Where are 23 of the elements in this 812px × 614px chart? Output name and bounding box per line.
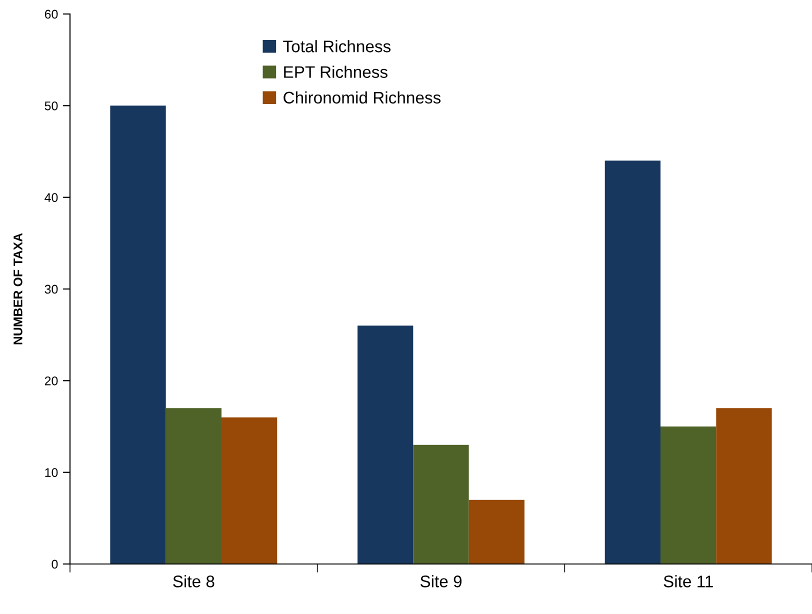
bar (413, 444, 469, 564)
bar (660, 426, 716, 564)
bar (221, 417, 278, 564)
y-tick-label: 60 (44, 10, 58, 19)
bar (604, 160, 661, 564)
y-axis-title: NUMBER OF TAXA (14, 233, 22, 344)
y-tick-label: 30 (44, 284, 58, 294)
bar (358, 326, 414, 564)
y-tick-label: 20 (44, 376, 58, 386)
legend-label: Chironomid Richness (284, 91, 441, 104)
y-tick-label: 10 (45, 468, 58, 477)
x-tick-label: Site 9 (420, 575, 462, 588)
y-tick-label: 40 (44, 193, 58, 202)
y-tick-label: 50 (44, 101, 58, 110)
bar (468, 500, 524, 564)
x-tick-label: Site 11 (664, 575, 713, 588)
bar (110, 106, 166, 564)
x-tick-label: Site 8 (173, 575, 214, 588)
bar (166, 408, 222, 564)
legend-label: EPT Richness (284, 66, 388, 78)
legend-label: Total Richness (283, 40, 391, 52)
bar (716, 408, 772, 564)
y-tick-label: 0 (52, 560, 58, 569)
